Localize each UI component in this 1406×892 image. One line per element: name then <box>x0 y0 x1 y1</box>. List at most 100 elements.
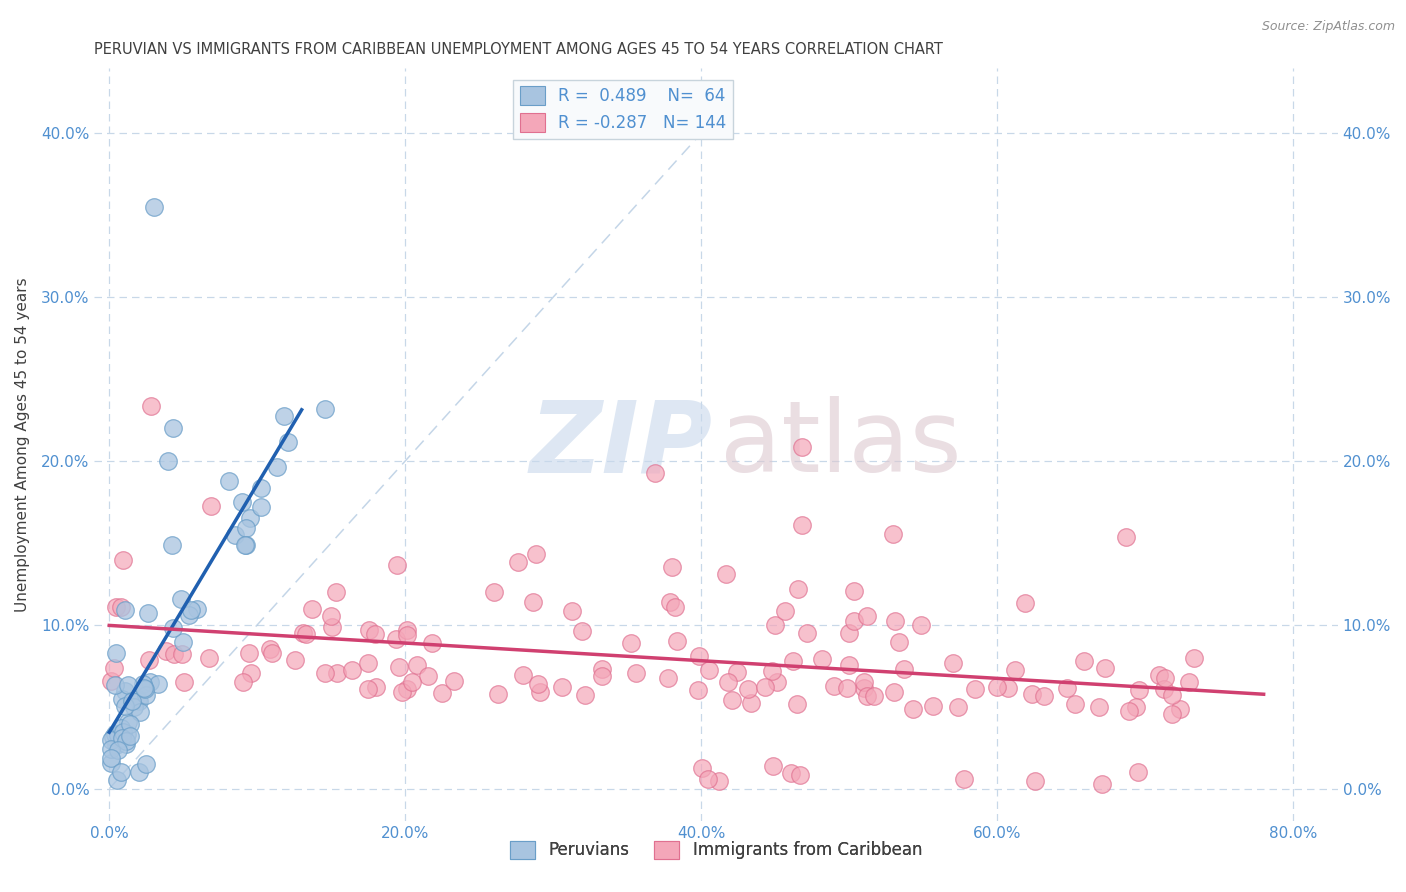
Point <box>690 761 713 775</box>
Point <box>128 705 150 719</box>
Point <box>1073 654 1095 668</box>
Point <box>725 665 748 679</box>
Point <box>401 675 423 690</box>
Point <box>529 684 551 698</box>
Point <box>105 773 128 788</box>
Point <box>117 715 139 730</box>
Point <box>1064 697 1087 711</box>
Point <box>664 600 686 615</box>
Point <box>482 585 505 599</box>
Point <box>591 669 613 683</box>
Point <box>180 603 202 617</box>
Point <box>112 725 135 739</box>
Point <box>1128 765 1150 780</box>
Point <box>963 681 986 696</box>
Point <box>128 765 150 780</box>
Point <box>238 646 260 660</box>
Point <box>416 669 439 683</box>
Point <box>721 693 744 707</box>
Point <box>155 643 177 657</box>
Point <box>761 664 783 678</box>
Point <box>644 466 666 480</box>
Point <box>110 765 132 780</box>
Point <box>406 658 429 673</box>
Point <box>235 521 257 535</box>
Point <box>100 673 122 688</box>
Point <box>823 679 845 693</box>
Text: ZIP: ZIP <box>529 396 713 493</box>
Point <box>688 682 710 697</box>
Point <box>1160 689 1182 703</box>
Point <box>107 728 129 742</box>
Point <box>522 595 544 609</box>
Point <box>1153 671 1175 685</box>
Point <box>135 757 157 772</box>
Point <box>120 729 142 743</box>
Point <box>619 636 641 650</box>
Point <box>364 681 387 695</box>
Point <box>852 674 875 689</box>
Point <box>810 652 832 666</box>
Point <box>321 608 343 623</box>
Point <box>1056 681 1078 696</box>
Point <box>883 684 905 698</box>
Point <box>855 609 877 624</box>
Point <box>624 666 647 681</box>
Point <box>786 697 808 711</box>
Point <box>765 674 787 689</box>
Point <box>139 399 162 413</box>
Point <box>104 726 127 740</box>
Point <box>420 636 443 650</box>
Point <box>842 584 865 599</box>
Point <box>111 692 134 706</box>
Point <box>1147 667 1170 681</box>
Point <box>114 738 136 752</box>
Point <box>301 602 323 616</box>
Point <box>1118 704 1140 718</box>
Point <box>224 527 246 541</box>
Point <box>1182 650 1205 665</box>
Point <box>571 624 593 638</box>
Point <box>321 620 343 634</box>
Point <box>882 526 904 541</box>
Point <box>239 511 262 525</box>
Point <box>325 665 347 680</box>
Point <box>136 606 159 620</box>
Point <box>240 666 263 681</box>
Point <box>922 699 945 714</box>
Point <box>138 674 160 689</box>
Point <box>266 460 288 475</box>
Point <box>231 495 253 509</box>
Point <box>157 454 180 468</box>
Point <box>162 622 184 636</box>
Point <box>740 696 762 710</box>
Point <box>233 538 256 552</box>
Point <box>105 599 128 614</box>
Point <box>163 647 186 661</box>
Point <box>526 677 548 691</box>
Point <box>359 623 381 637</box>
Point <box>169 592 191 607</box>
Point <box>357 682 380 697</box>
Point <box>118 717 141 731</box>
Point <box>1094 661 1116 675</box>
Point <box>284 652 307 666</box>
Point <box>1091 777 1114 791</box>
Point <box>1032 690 1054 704</box>
Point <box>250 500 273 514</box>
Point <box>111 553 134 567</box>
Point <box>117 678 139 692</box>
Point <box>997 681 1019 695</box>
Point <box>277 435 299 450</box>
Point <box>101 730 124 744</box>
Point <box>901 702 924 716</box>
Point <box>1161 707 1184 722</box>
Point <box>273 409 295 424</box>
Point <box>786 582 808 596</box>
Point <box>591 662 613 676</box>
Point <box>773 604 796 618</box>
Point <box>443 673 465 688</box>
Point <box>893 662 915 676</box>
Point <box>883 615 905 629</box>
Point <box>122 700 145 714</box>
